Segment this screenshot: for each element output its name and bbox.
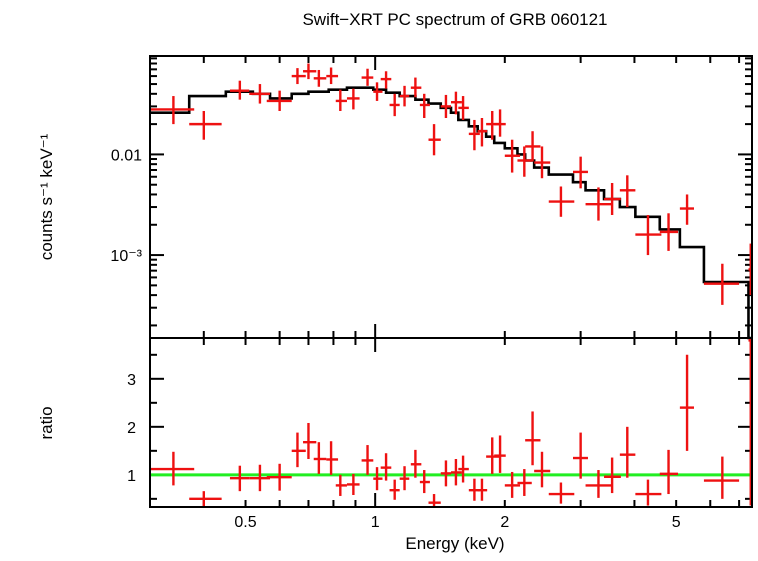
- ratio-data-point: [428, 494, 441, 507]
- spectrum-data-point: [313, 69, 327, 87]
- ratio-axes-frame: [149, 337, 753, 508]
- ratio-data-point: [517, 469, 532, 496]
- spectrum-data-point: [451, 91, 462, 115]
- x-tick-label: 1: [371, 514, 380, 531]
- ratio-data-point: [635, 479, 662, 506]
- ratio-data-point: [679, 354, 694, 451]
- spectrum-data-point: [534, 146, 551, 179]
- upper-panel: 0.01 10⁻³: [110, 55, 753, 340]
- ratio-data-point: [313, 442, 327, 474]
- spectrum-data-point: [389, 93, 400, 117]
- ratio-data-point: [326, 441, 339, 475]
- spectrum-data-point: [326, 67, 339, 85]
- spectrum-data-point: [249, 84, 271, 104]
- ratio-data-point: [525, 411, 541, 466]
- upper-y-tick-label: 0.01: [111, 147, 142, 164]
- ratio-y-tick-label: 1: [127, 468, 136, 485]
- lower-y-axis-label: ratio: [37, 406, 56, 439]
- spectrum-data-point: [399, 85, 410, 107]
- ratio-data-point: [249, 464, 271, 492]
- ratio-panel: 1 2 3 0.5 1 2 5: [127, 337, 753, 531]
- x-axis-label: Energy (keV): [405, 534, 504, 553]
- spectrum-data-point: [585, 187, 613, 221]
- spectrum-data-point: [525, 131, 541, 162]
- ratio-data-point: [548, 482, 575, 504]
- spectrum-data-point: [548, 186, 575, 217]
- ratio-data-point: [504, 471, 521, 498]
- spectrum-data-point: [346, 88, 360, 110]
- ratio-data-point: [619, 426, 636, 478]
- ratio-data-point: [373, 467, 383, 491]
- spectrum-data-point: [440, 94, 451, 119]
- chart-title: Swift−XRT PC spectrum of GRB 060121: [302, 10, 607, 29]
- spectrum-data-point: [428, 124, 441, 156]
- ratio-data-point: [585, 470, 613, 498]
- spectrum-data-point: [361, 68, 374, 86]
- ratio-data-point: [380, 453, 392, 481]
- ratio-data-point: [291, 432, 306, 468]
- spectrum-data-point: [635, 215, 662, 256]
- spectrum-data-point: [410, 77, 422, 98]
- spectrum-data-point: [572, 156, 588, 189]
- ratio-data-point: [389, 479, 400, 500]
- ratio-data-point: [659, 449, 679, 495]
- ratio-data-point: [410, 449, 422, 478]
- ratio-data-point: [477, 478, 488, 501]
- spectrum-data-point: [266, 90, 292, 111]
- ratio-data-point: [703, 456, 740, 499]
- spectrum-data-point: [380, 71, 392, 89]
- spectrum-data-point: [619, 175, 636, 208]
- spectrum-data-point: [373, 82, 383, 101]
- ratio-data-point: [346, 473, 360, 495]
- spectrum-data-point: [335, 89, 347, 111]
- spectrum-data-point: [477, 118, 488, 147]
- spectrum-data-point: [303, 63, 317, 80]
- spectrum-data-point: [468, 119, 480, 151]
- spectrum-data-point: [189, 110, 222, 140]
- spectrum-data-point: [150, 96, 195, 125]
- spectrum-data-point: [291, 68, 306, 85]
- spectrum-data-point: [659, 213, 679, 251]
- model-histogram-line: [150, 86, 752, 340]
- ratio-data-point: [266, 463, 292, 491]
- upper-y-axis-label: counts s⁻¹ keV⁻¹: [37, 133, 56, 260]
- x-tick-label: 0.5: [234, 514, 256, 531]
- ratio-data-point: [451, 458, 462, 486]
- spectrum-data-point: [458, 96, 469, 120]
- ratio-y-tick-label: 2: [127, 420, 136, 437]
- spectrum-data-point: [703, 263, 740, 305]
- spectrum-data-point: [604, 182, 621, 216]
- ratio-data-point: [150, 451, 195, 486]
- ratio-data-point: [534, 451, 551, 488]
- ratio-data-point: [458, 455, 469, 483]
- x-tick-label: 2: [500, 514, 509, 531]
- ratio-data-point: [572, 432, 588, 479]
- spectrum-data-point: [419, 93, 430, 119]
- spectrum-data-point: [229, 80, 250, 100]
- spectrum-data-point: [504, 139, 521, 173]
- ratio-data-point: [229, 465, 250, 492]
- spectrum-data-point: [517, 146, 532, 177]
- ratio-data-point: [440, 460, 451, 487]
- ratio-data-point: [494, 435, 506, 473]
- upper-y-tick-label: 10⁻³: [110, 248, 142, 265]
- ratio-data-point: [361, 445, 374, 475]
- ratio-data-point: [419, 470, 430, 494]
- x-tick-label: 5: [672, 514, 681, 531]
- ratio-data-point: [335, 474, 347, 496]
- ratio-y-tick-label: 3: [127, 372, 136, 389]
- ratio-data-point: [604, 457, 621, 494]
- ratio-data-point: [189, 491, 222, 507]
- spectrum-data-point: [679, 194, 694, 225]
- ratio-data-point: [399, 466, 410, 491]
- ratio-data-point: [303, 422, 317, 459]
- spectrum-data-point: [494, 109, 506, 137]
